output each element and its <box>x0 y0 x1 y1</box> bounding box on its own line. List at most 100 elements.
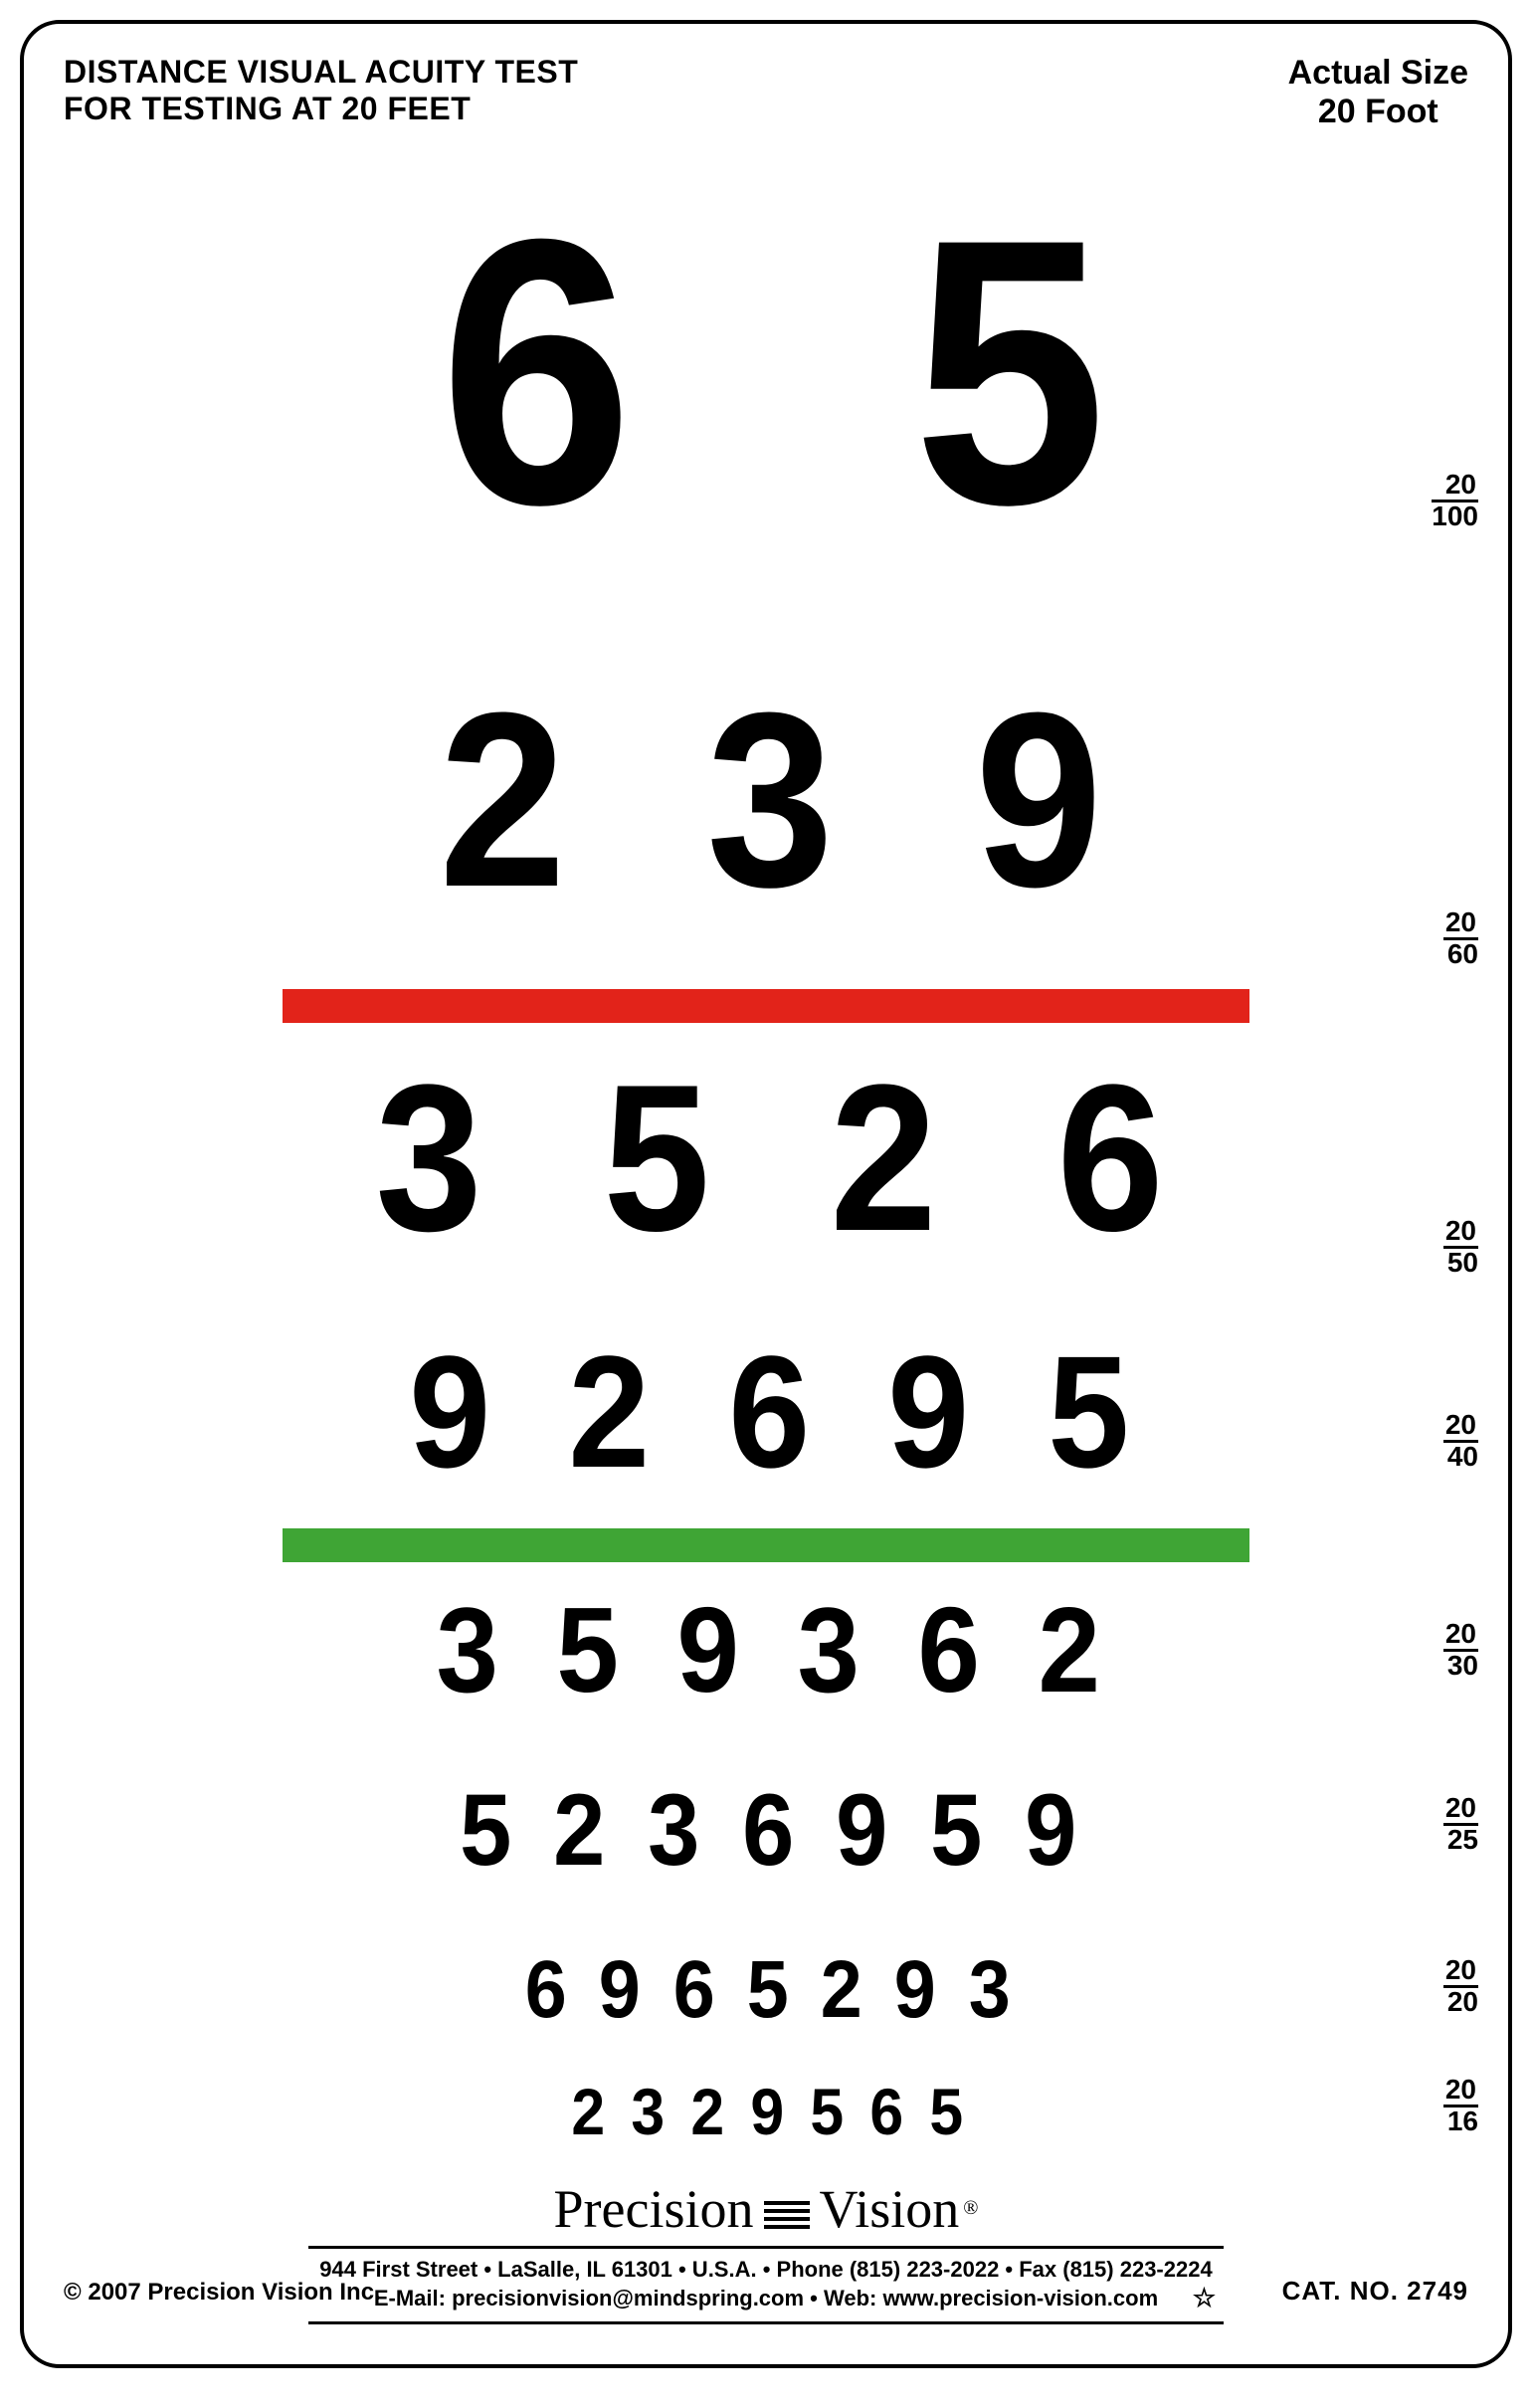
footer-meta: 944 First Street • LaSalle, IL 61301 • U… <box>308 2246 1224 2324</box>
optotype: 9 <box>888 1348 964 1476</box>
chart-row-3: 92695 <box>24 1327 1508 1497</box>
chart-row-7: 2329565 <box>24 2074 1508 2149</box>
header-left-line1: DISTANCE VISUAL ACUITY TEST <box>64 54 578 91</box>
acuity-fraction-3: 2040 <box>1443 1412 1478 1470</box>
green-bar <box>283 1528 1249 1562</box>
acuity-fraction-4: 2030 <box>1443 1621 1478 1679</box>
acuity-numerator: 20 <box>1443 1218 1478 1249</box>
copyright: © 2007 Precision Vision Inc. <box>64 2279 381 2307</box>
chart-row-5: 5236959 <box>24 1775 1508 1887</box>
star-icon: ☆ <box>1193 2281 1216 2315</box>
optotype: 5 <box>603 1075 702 1242</box>
optotype: 6 <box>728 1348 804 1476</box>
optotype-group: 65 <box>432 221 1100 523</box>
registered-icon: ® <box>963 2197 978 2220</box>
optotype: 3 <box>969 1957 1008 2023</box>
optotype: 9 <box>1025 1790 1072 1872</box>
acuity-numerator: 20 <box>1443 1795 1478 1826</box>
acuity-denominator: 60 <box>1443 940 1478 968</box>
optotype: 3 <box>376 1075 476 1242</box>
acuity-fraction-6: 2020 <box>1443 1957 1478 2015</box>
footer-contact: E-Mail: precisionvision@mindspring.com •… <box>308 2284 1224 2313</box>
optotype: 2 <box>553 1790 601 1872</box>
brand-right: Vision <box>820 2178 960 2240</box>
acuity-fraction-2: 2050 <box>1443 1218 1478 1276</box>
optotype: 6 <box>672 1957 711 2023</box>
optotype: 9 <box>677 1602 735 1700</box>
optotype: 2 <box>440 701 558 900</box>
optotype: 2 <box>568 1348 644 1476</box>
acuity-numerator: 20 <box>1443 909 1478 940</box>
header-left-line2: FOR TESTING AT 20 FEET <box>64 91 578 127</box>
chart-row-4: 359362 <box>24 1586 1508 1715</box>
optotype: 6 <box>742 1790 790 1872</box>
header-right-line1: Actual Size <box>1288 54 1468 93</box>
acuity-denominator: 30 <box>1443 1652 1478 1680</box>
optotype: 5 <box>930 2086 961 2138</box>
optotype: 9 <box>894 1957 933 2023</box>
acuity-fraction-1: 2060 <box>1443 909 1478 967</box>
optotype: 6 <box>869 2086 900 2138</box>
acuity-denominator: 100 <box>1432 502 1478 530</box>
optotype: 9 <box>975 701 1093 900</box>
acuity-denominator: 40 <box>1443 1443 1478 1471</box>
optotype: 5 <box>557 1602 615 1700</box>
catalog-number: CAT. NO. 2749 <box>1282 2276 1468 2307</box>
optotype: 5 <box>810 2086 841 2138</box>
optotype: 9 <box>409 1348 484 1476</box>
acuity-fraction-0: 20100 <box>1432 472 1478 529</box>
optotype: 3 <box>798 1602 856 1700</box>
brand-logo: Precision Vision ® <box>554 2178 979 2240</box>
red-bar <box>283 989 1249 1023</box>
optotype-group: 5236959 <box>458 1790 1075 1872</box>
chart-row-6: 6965293 <box>24 1944 1508 2036</box>
optotype: 9 <box>750 2086 781 2138</box>
optotype: 9 <box>599 1957 638 2023</box>
optotype-group: 2329565 <box>570 2086 963 2138</box>
optotype-group: 239 <box>434 701 1097 900</box>
optotype: 6 <box>440 221 619 523</box>
acuity-fraction-5: 2025 <box>1443 1795 1478 1853</box>
optotype: 2 <box>821 1957 860 2023</box>
optotype-group: 92695 <box>406 1348 1127 1476</box>
acuity-fraction-7: 2016 <box>1443 2077 1478 2134</box>
acuity-denominator: 20 <box>1443 1988 1478 2016</box>
chart-row-0: 65 <box>24 183 1508 561</box>
optotype: 5 <box>1048 1348 1123 1476</box>
eye-chart-card: DISTANCE VISUAL ACUITY TEST FOR TESTING … <box>20 20 1512 2368</box>
acuity-numerator: 20 <box>1432 472 1478 502</box>
optotype: 6 <box>918 1602 976 1700</box>
optotype: 5 <box>747 1957 786 2023</box>
optotype: 6 <box>1057 1075 1157 1242</box>
optotype: 5 <box>460 1790 507 1872</box>
acuity-numerator: 20 <box>1443 1412 1478 1443</box>
chart-rows: 6520100239206035262050926952040359362203… <box>24 173 1508 2155</box>
acuity-numerator: 20 <box>1443 1621 1478 1652</box>
optotype: 3 <box>707 701 826 900</box>
optotype-group: 359362 <box>434 1602 1098 1700</box>
header-left: DISTANCE VISUAL ACUITY TEST FOR TESTING … <box>64 54 578 127</box>
acuity-denominator: 25 <box>1443 1826 1478 1854</box>
optotype: 6 <box>525 1957 564 2023</box>
optotype: 5 <box>913 221 1092 523</box>
optotype: 2 <box>830 1075 929 1242</box>
acuity-numerator: 20 <box>1443 2077 1478 2107</box>
optotype: 2 <box>1038 1602 1095 1700</box>
chart-row-1: 239 <box>24 671 1508 929</box>
brand-bars-icon <box>764 2201 810 2229</box>
optotype-group: 6965293 <box>523 1957 1009 2023</box>
optotype: 9 <box>836 1790 883 1872</box>
optotype: 3 <box>631 2086 662 2138</box>
optotype: 2 <box>571 2086 602 2138</box>
optotype: 5 <box>930 1790 978 1872</box>
optotype: 3 <box>437 1602 494 1700</box>
acuity-numerator: 20 <box>1443 1957 1478 1988</box>
optotype-group: 3526 <box>371 1075 1161 1242</box>
header-right: Actual Size 20 Foot <box>1288 54 1468 131</box>
footer-address: 944 First Street • LaSalle, IL 61301 • U… <box>308 2255 1224 2285</box>
header-right-line2: 20 Foot <box>1288 93 1468 131</box>
brand-left: Precision <box>554 2178 754 2240</box>
acuity-denominator: 16 <box>1443 2107 1478 2135</box>
acuity-denominator: 50 <box>1443 1249 1478 1277</box>
optotype: 3 <box>648 1790 695 1872</box>
